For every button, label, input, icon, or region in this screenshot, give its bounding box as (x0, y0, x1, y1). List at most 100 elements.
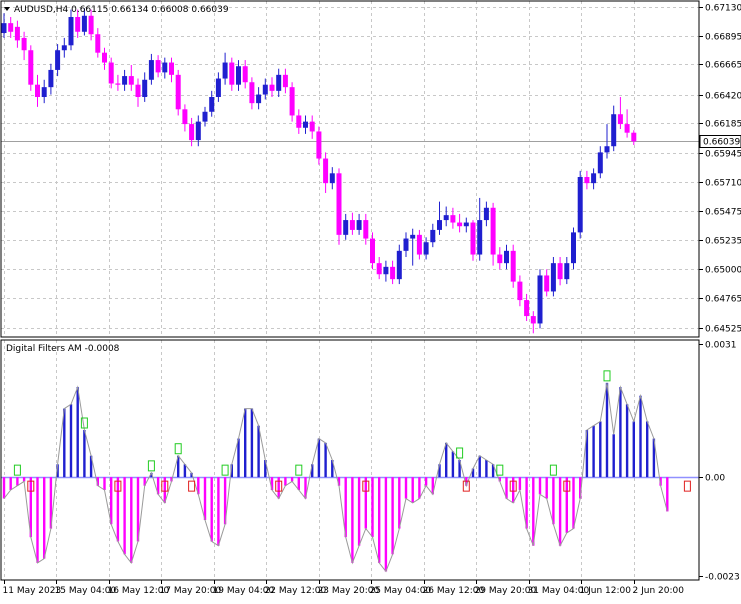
candle-up (598, 152, 603, 173)
histogram-bar-negative (391, 477, 393, 554)
histogram-bar-positive (599, 421, 601, 477)
candle-up (484, 208, 489, 220)
candle-down (22, 38, 27, 50)
candle-up (330, 173, 335, 183)
histogram-bar-negative (16, 477, 18, 486)
histogram-bar-positive (318, 439, 320, 478)
histogram-bar-negative (552, 477, 554, 524)
histogram-bar-positive (633, 421, 635, 477)
histogram-bar-positive (606, 383, 608, 477)
histogram-bar-negative (217, 477, 219, 546)
indicator-y-tick-label: 0.00 (705, 474, 725, 484)
histogram-bar-negative (371, 477, 373, 537)
histogram-bar-positive (70, 404, 72, 477)
histogram-bar-negative (298, 477, 300, 490)
candle-down (95, 34, 100, 52)
candle-up (82, 16, 87, 32)
histogram-bar-negative (412, 477, 414, 503)
candle-down (511, 251, 516, 282)
y-tick-label: 0.66420 (705, 92, 741, 102)
candle-up (444, 215, 449, 220)
histogram-bar-negative (546, 477, 548, 498)
candle-up (611, 114, 616, 146)
candle-down (417, 235, 422, 255)
candle-down (350, 220, 355, 230)
histogram-bar-negative (43, 477, 45, 558)
histogram-bar-positive (257, 426, 259, 477)
candle-up (223, 63, 228, 79)
histogram-bar-negative (365, 477, 367, 528)
histogram-bar-positive (251, 409, 253, 478)
candle-up (196, 122, 201, 140)
candle-up (343, 220, 348, 235)
candle-down (15, 27, 20, 41)
histogram-bar-positive (646, 421, 648, 477)
histogram-bar-negative (23, 477, 25, 481)
candle-down (115, 83, 120, 84)
histogram-bar-negative (204, 477, 206, 520)
histogram-bar-negative (130, 477, 132, 563)
histogram-bar-negative (378, 477, 380, 563)
histogram-bar-negative (3, 477, 5, 498)
candle-up (263, 85, 268, 95)
histogram-bar-negative (110, 477, 112, 524)
candle-down (189, 124, 194, 140)
candle-down (35, 85, 40, 97)
histogram-bar-positive (639, 396, 641, 477)
candle-up (397, 251, 402, 279)
candle-down (176, 75, 181, 109)
histogram-bar-negative (36, 477, 38, 563)
candle-up (48, 70, 53, 87)
candle-down (497, 255, 502, 264)
histogram-bar-negative (117, 477, 119, 541)
candle-up (2, 23, 7, 33)
candle-up (55, 50, 60, 70)
histogram-bar-negative (418, 477, 420, 498)
candle-down (377, 263, 382, 274)
histogram-bar-positive (324, 443, 326, 477)
histogram-bar-positive (452, 451, 454, 477)
candle-up (149, 60, 154, 80)
candle-down (310, 122, 315, 132)
current-price-label: 0.66039 (703, 138, 740, 148)
candle-up (605, 146, 610, 152)
histogram-bar-positive (445, 443, 447, 477)
candle-up (42, 87, 47, 97)
candle-down (524, 300, 529, 316)
candle-down (182, 109, 187, 124)
histogram-bar-positive (77, 387, 79, 477)
candle-up (477, 220, 482, 254)
candle-down (491, 208, 496, 255)
candle-down (337, 173, 342, 235)
candle-up (276, 75, 281, 91)
candle-down (584, 177, 589, 183)
histogram-bar-negative (123, 477, 125, 554)
candle-up (437, 220, 442, 230)
candle-down (625, 124, 630, 133)
candle-up (410, 235, 415, 239)
candle-down (129, 76, 134, 85)
candle-down (102, 53, 107, 63)
candle-up (162, 63, 167, 73)
histogram-bar-negative (278, 477, 280, 498)
candle-up (504, 251, 509, 263)
histogram-bar-negative (103, 477, 105, 490)
candle-down (531, 316, 536, 323)
candle-up (236, 66, 241, 84)
x-tick-label: 2 Jun 20:00 (633, 586, 685, 596)
histogram-bar-negative (284, 477, 286, 486)
histogram-bar-negative (351, 477, 353, 563)
y-tick-label: 0.65235 (705, 237, 741, 247)
candle-down (243, 66, 248, 82)
candle-up (538, 275, 543, 323)
y-tick-label: 0.64525 (705, 325, 741, 335)
candle-down (323, 159, 328, 184)
y-tick-label: 0.66895 (705, 33, 741, 43)
histogram-bar-negative (291, 477, 293, 481)
candle-down (8, 23, 13, 32)
candle-down (457, 223, 462, 227)
candle-down (558, 263, 563, 279)
candle-down (390, 267, 395, 279)
